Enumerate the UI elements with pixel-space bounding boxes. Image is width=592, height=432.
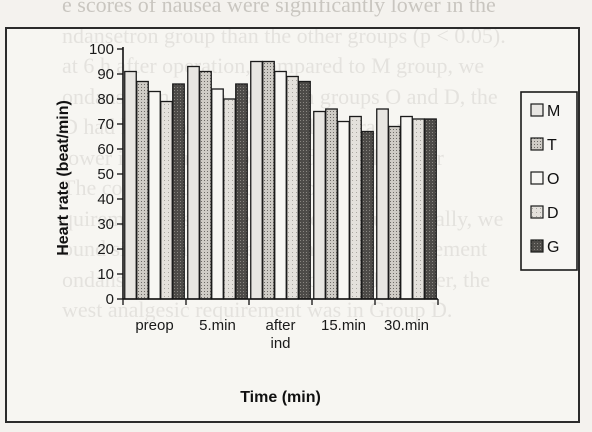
background-text-line: e scores of nausea were significantly lo… <box>62 0 496 17</box>
bar-M-4 <box>376 108 389 300</box>
y-tick-label: 90 <box>97 66 114 83</box>
bar-D-4 <box>412 118 425 300</box>
x-category-label: 30.min <box>384 317 429 334</box>
bar-O-4 <box>400 115 413 300</box>
legend-label-T: T <box>547 137 557 154</box>
x-category-label: after ind <box>265 317 295 352</box>
bar-D-2 <box>286 75 299 300</box>
y-tick-label: 80 <box>97 91 114 108</box>
axes-group <box>117 47 439 305</box>
legend-label-O: O <box>547 171 559 188</box>
y-tick-label: 40 <box>97 191 114 208</box>
bar-G-4 <box>424 118 437 300</box>
legend-label-G: G <box>547 239 559 256</box>
legend-swatch-O <box>530 171 544 185</box>
bar-T-4 <box>388 125 401 300</box>
bar-G-3 <box>361 130 374 300</box>
bar-M-1 <box>187 65 200 300</box>
legend-swatch-T <box>530 137 544 151</box>
bar-G-1 <box>235 83 248 300</box>
labels-group: 0 10 20 30 40 50 60 70 80 90 100 preop 5.min after ind… <box>55 41 429 406</box>
y-tick-label: 0 <box>106 291 114 308</box>
y-tick-label: 10 <box>97 266 114 283</box>
y-tick-label: 20 <box>97 241 114 258</box>
y-tick-label: 100 <box>89 41 114 58</box>
x-category-label: 5.min <box>199 317 236 334</box>
legend-label-M: M <box>547 103 560 120</box>
bar-O-1 <box>211 88 224 300</box>
bar-M-0 <box>124 70 137 300</box>
x-axis-title: Time (min) <box>240 389 321 406</box>
bars-group <box>124 60 437 300</box>
bar-D-0 <box>160 100 173 300</box>
bar-T-1 <box>199 70 212 300</box>
y-tick-label: 70 <box>97 116 114 133</box>
bar-M-2 <box>250 60 263 300</box>
x-category-label: 15.min <box>321 317 366 334</box>
y-tick-label: 30 <box>97 216 114 233</box>
y-axis-title: Heart rate (beat/min) <box>55 100 72 256</box>
bar-O-2 <box>274 70 287 300</box>
bar-D-3 <box>349 115 362 300</box>
bar-G-0 <box>172 83 185 300</box>
bar-O-3 <box>337 120 350 300</box>
legend-swatch-G <box>530 239 544 253</box>
bar-T-2 <box>262 60 275 300</box>
bar-T-3 <box>325 108 338 300</box>
legend-swatch-M <box>530 103 544 117</box>
bar-M-3 <box>313 110 326 300</box>
legend-label-D: D <box>547 205 559 222</box>
y-tick-label: 50 <box>97 166 114 183</box>
legend-swatch-D <box>530 205 544 219</box>
legend-box <box>520 91 578 271</box>
bar-O-0 <box>148 90 161 300</box>
bar-G-2 <box>298 80 311 300</box>
x-category-label: preop <box>135 317 173 334</box>
y-tick-label: 60 <box>97 141 114 158</box>
bar-T-0 <box>136 80 149 300</box>
bar-D-1 <box>223 98 236 300</box>
